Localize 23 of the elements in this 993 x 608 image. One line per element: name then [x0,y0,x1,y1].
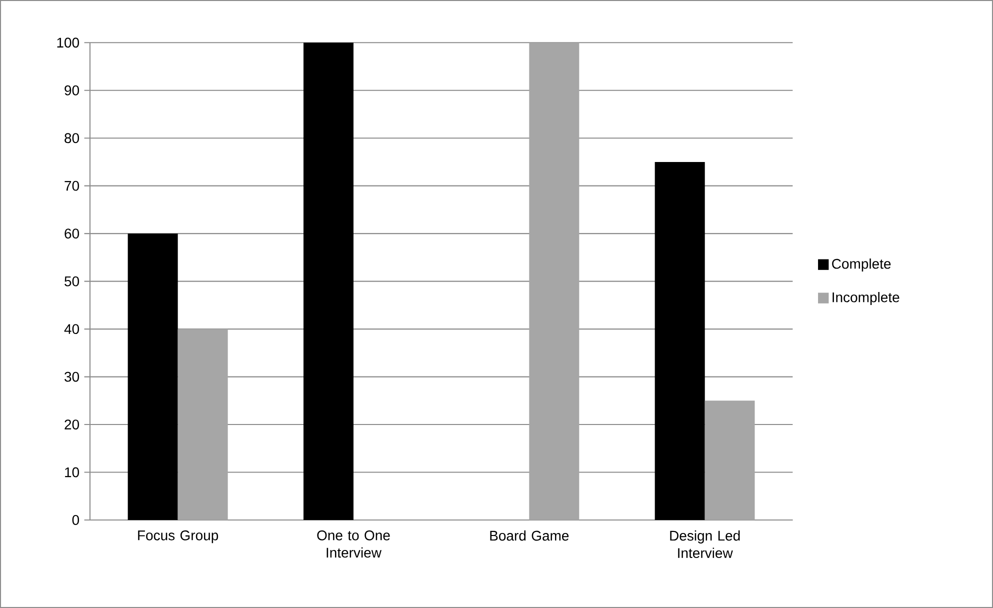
y-tick-label: 40 [64,324,80,334]
y-tick-label: 20 [64,420,80,430]
bar [704,400,755,520]
y-tick-label: 100 [57,38,80,48]
y-tick-label: 30 [64,372,80,382]
bar [128,234,178,520]
y-tick-label: 80 [64,133,80,144]
y-tick-label: 50 [64,276,80,286]
bar [654,162,705,520]
x-tick-label: Focus Group [138,530,218,544]
bar [178,329,228,520]
x-tick-label: Board Game [490,530,569,541]
legend-label: Incomplete [832,292,900,306]
legend-label: Complete [832,258,891,272]
y-tick-label: 10 [65,467,80,478]
y-tick-label: 90 [64,85,80,96]
bar [529,42,580,520]
y-tick-label: 70 [64,180,80,191]
y-tick-label: 60 [64,228,80,239]
x-tick-label: One to One Interview [317,530,390,558]
y-tick-label: 0 [72,515,80,525]
x-tick-label: Design Led Interview [670,530,740,558]
bar [303,42,354,520]
